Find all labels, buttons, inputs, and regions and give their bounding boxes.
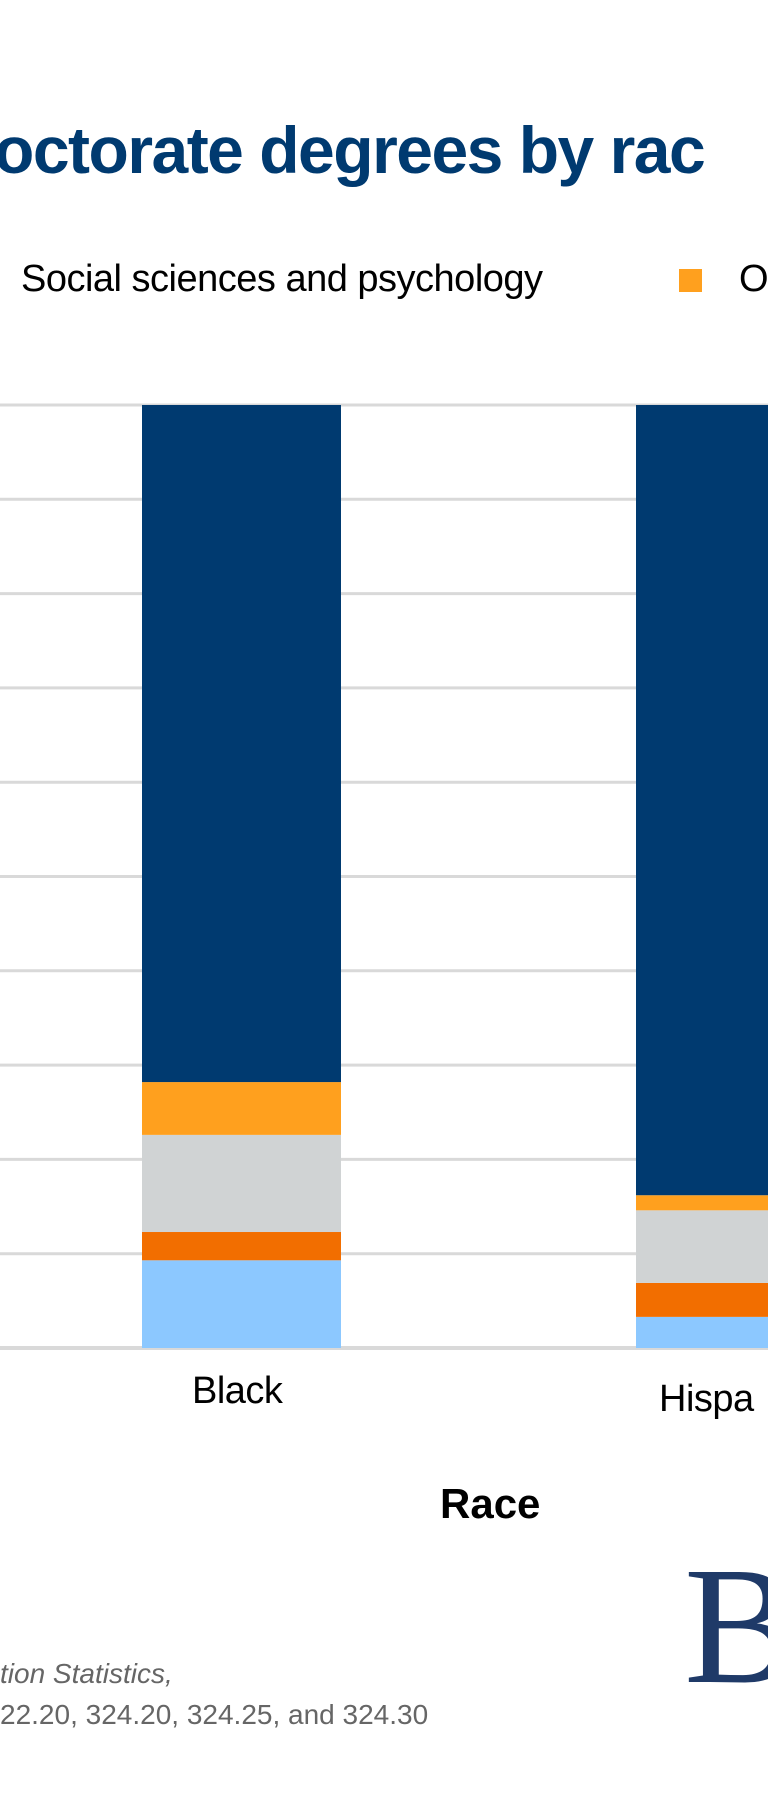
bar-segment-hispa-3 <box>636 1195 768 1211</box>
x-tick-black: Black <box>192 1370 283 1412</box>
bar-segment-black-4 <box>142 405 341 1083</box>
x-tick-hispanic: Hispa <box>659 1378 754 1420</box>
bar-segment-black-1 <box>142 1232 341 1261</box>
source-note-line-1: tion Statistics, <box>0 1658 173 1689</box>
x-axis-label: Race <box>440 1480 541 1527</box>
bar-segment-black-2 <box>142 1134 341 1233</box>
bar-segment-hispa-2 <box>636 1210 768 1283</box>
bar-segment-black-3 <box>142 1082 341 1135</box>
logo: B <box>684 1533 768 1719</box>
source-note-line-2: 22.20, 324.20, 324.25, and 324.30 <box>0 1699 429 1730</box>
legend-label-other: Ot <box>739 258 768 300</box>
legend-swatch-other <box>679 269 702 292</box>
bar-segment-hispa-1 <box>636 1282 768 1317</box>
chart-title: octorate degrees by rac <box>0 113 706 187</box>
bar-segment-hispa-0 <box>636 1316 768 1348</box>
legend-label-social-sciences: Social sciences and psychology <box>21 258 543 300</box>
bar-segment-black-0 <box>142 1260 341 1348</box>
bar-segment-hispa-4 <box>636 405 768 1196</box>
